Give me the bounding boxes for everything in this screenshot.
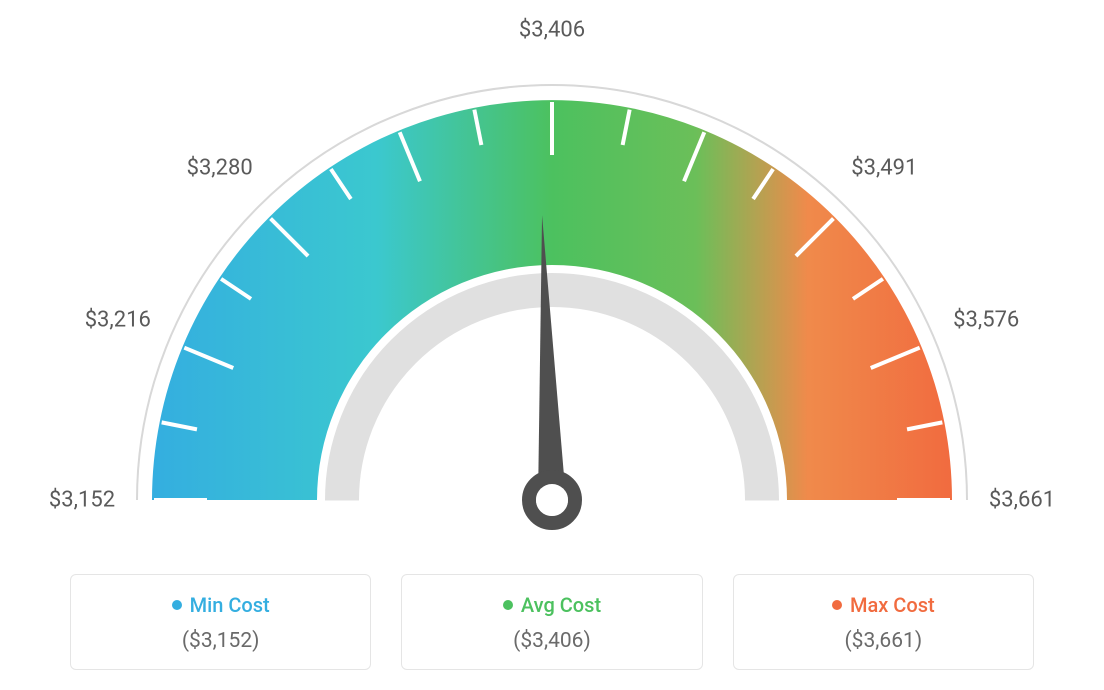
legend-card-min: Min Cost ($3,152) bbox=[70, 574, 371, 670]
legend-value-max: ($3,661) bbox=[744, 629, 1023, 653]
gauge-tick-label: $3,152 bbox=[49, 488, 115, 513]
gauge-needle-hub-center bbox=[536, 484, 568, 516]
gauge-tick-label: $3,406 bbox=[519, 18, 585, 43]
gauge-tick-label: $3,661 bbox=[989, 488, 1055, 513]
gauge-tick-label: $3,280 bbox=[187, 155, 253, 180]
legend-title-avg: Avg Cost bbox=[521, 593, 601, 617]
gauge-tick-label: $3,491 bbox=[851, 155, 917, 180]
legend-card-max: Max Cost ($3,661) bbox=[733, 574, 1034, 670]
legend-dot-min bbox=[172, 600, 182, 610]
legend-card-avg: Avg Cost ($3,406) bbox=[401, 574, 702, 670]
legend-title-max: Max Cost bbox=[850, 593, 935, 617]
legend-row: Min Cost ($3,152) Avg Cost ($3,406) Max … bbox=[0, 574, 1104, 670]
legend-title-row: Min Cost bbox=[81, 593, 360, 617]
gauge-svg bbox=[0, 0, 1104, 560]
legend-value-min: ($3,152) bbox=[81, 629, 360, 653]
gauge-tick-label: $3,216 bbox=[85, 308, 151, 333]
gauge-container: $3,152 $3,216 $3,280 $3,406 $3,491 $3,576 $3,6… bbox=[0, 0, 1104, 560]
legend-dot-avg bbox=[503, 600, 513, 610]
legend-title-row: Max Cost bbox=[744, 593, 1023, 617]
legend-dot-max bbox=[832, 600, 842, 610]
legend-value-avg: ($3,406) bbox=[412, 629, 691, 653]
legend-title-row: Avg Cost bbox=[412, 593, 691, 617]
legend-title-min: Min Cost bbox=[190, 593, 270, 617]
gauge-tick-label: $3,576 bbox=[953, 308, 1019, 333]
